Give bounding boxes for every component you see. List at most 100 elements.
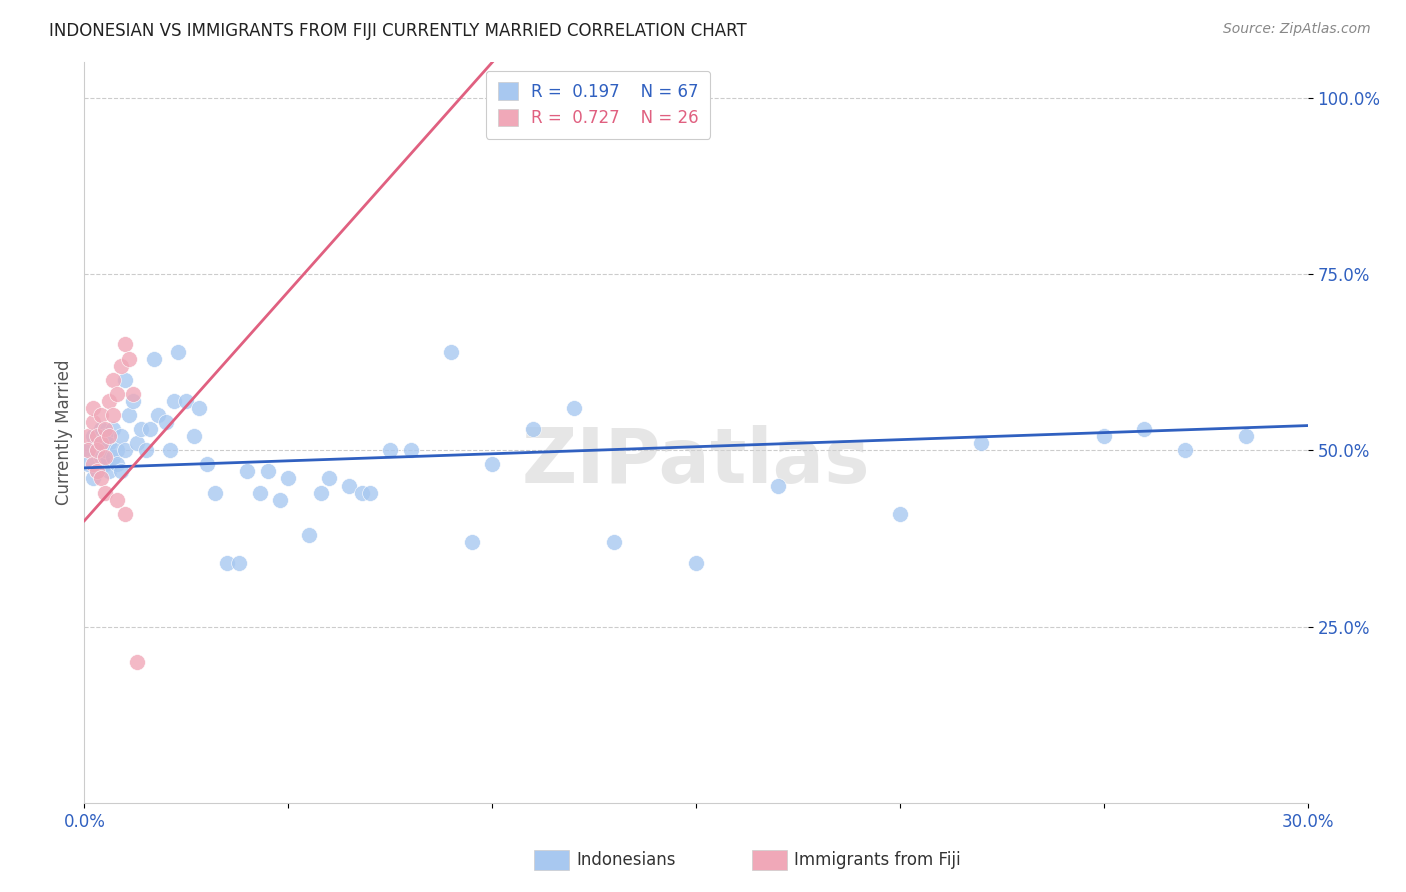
Point	[131, 422, 153, 436]
Point	[309, 485, 332, 500]
Point	[1236, 429, 1258, 443]
Point	[77, 443, 100, 458]
Point	[187, 401, 209, 415]
Point	[142, 351, 165, 366]
Point	[90, 422, 112, 436]
Point	[277, 471, 299, 485]
Point	[97, 464, 120, 478]
Y-axis label: Currently Married: Currently Married	[55, 359, 73, 506]
Point	[481, 458, 503, 472]
Point	[86, 429, 108, 443]
Text: Immigrants from Fiji: Immigrants from Fiji	[794, 851, 962, 869]
Point	[82, 458, 104, 472]
Point	[399, 443, 422, 458]
Point	[1174, 443, 1197, 458]
Point	[77, 429, 100, 443]
Point	[105, 443, 128, 458]
Point	[174, 393, 197, 408]
Point	[359, 485, 381, 500]
Point	[298, 528, 321, 542]
Point	[93, 443, 115, 458]
Point	[970, 436, 993, 450]
Point	[204, 485, 226, 500]
Legend: R =  0.197    N = 67, R =  0.727    N = 26: R = 0.197 N = 67, R = 0.727 N = 26	[486, 70, 710, 139]
Point	[90, 450, 112, 465]
Point	[167, 344, 190, 359]
Point	[114, 507, 136, 521]
Point	[195, 458, 218, 472]
Point	[236, 464, 259, 478]
Point	[114, 337, 136, 351]
Point	[1133, 422, 1156, 436]
Point	[86, 464, 108, 478]
Point	[77, 458, 100, 472]
Point	[163, 393, 186, 408]
Point	[603, 535, 626, 549]
Point	[77, 443, 100, 458]
Point	[159, 443, 181, 458]
Point	[82, 429, 104, 443]
Point	[461, 535, 484, 549]
Point	[228, 556, 250, 570]
Point	[440, 344, 463, 359]
Point	[105, 387, 128, 401]
Point	[122, 393, 145, 408]
Point	[110, 359, 132, 373]
Point	[766, 478, 789, 492]
Text: Indonesians: Indonesians	[576, 851, 676, 869]
Point	[135, 443, 157, 458]
Point	[350, 485, 373, 500]
Point	[380, 443, 402, 458]
Point	[562, 401, 585, 415]
Point	[889, 507, 911, 521]
Point	[105, 492, 128, 507]
Point	[118, 351, 141, 366]
Point	[105, 458, 128, 472]
Point	[82, 471, 104, 485]
Point	[86, 436, 108, 450]
Point	[110, 464, 132, 478]
Point	[114, 373, 136, 387]
Point	[183, 429, 205, 443]
Point	[249, 485, 271, 500]
Point	[257, 464, 280, 478]
Point	[339, 478, 361, 492]
Text: Source: ZipAtlas.com: Source: ZipAtlas.com	[1223, 22, 1371, 37]
Point	[93, 485, 115, 500]
Point	[82, 415, 104, 429]
Point	[93, 458, 115, 472]
Point	[155, 415, 177, 429]
Point	[1092, 429, 1115, 443]
Point	[93, 450, 115, 465]
Point	[685, 556, 707, 570]
Point	[127, 436, 149, 450]
Point	[90, 436, 112, 450]
Point	[93, 429, 115, 443]
Point	[318, 471, 340, 485]
Point	[101, 373, 124, 387]
Point	[269, 492, 291, 507]
Point	[127, 655, 149, 669]
Point	[217, 556, 239, 570]
Point	[90, 471, 112, 485]
Point	[90, 408, 112, 422]
Point	[122, 387, 145, 401]
Point	[97, 429, 120, 443]
Point	[101, 422, 124, 436]
Point	[138, 422, 160, 436]
Point	[86, 464, 108, 478]
Point	[101, 450, 124, 465]
Point	[114, 443, 136, 458]
Point	[97, 393, 120, 408]
Text: ZIPatlas: ZIPatlas	[522, 425, 870, 500]
Point	[118, 408, 141, 422]
Point	[97, 436, 120, 450]
Point	[146, 408, 169, 422]
Point	[93, 422, 115, 436]
Point	[522, 422, 544, 436]
Point	[110, 429, 132, 443]
Text: INDONESIAN VS IMMIGRANTS FROM FIJI CURRENTLY MARRIED CORRELATION CHART: INDONESIAN VS IMMIGRANTS FROM FIJI CURRE…	[49, 22, 747, 40]
Point	[101, 408, 124, 422]
Point	[86, 443, 108, 458]
Point	[82, 401, 104, 415]
